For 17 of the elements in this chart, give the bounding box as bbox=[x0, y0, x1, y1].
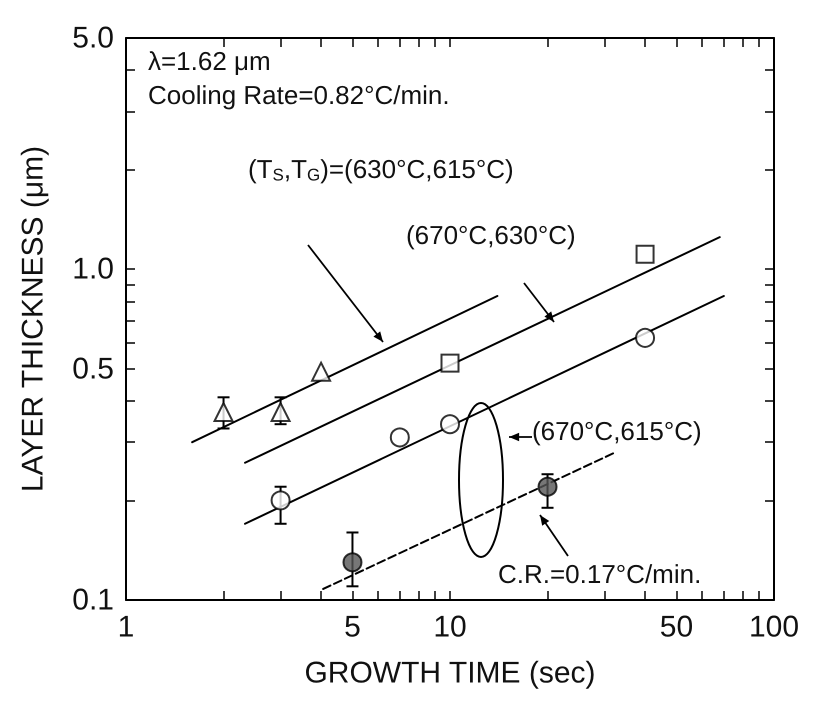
x-axis-title: GROWTH TIME (sec) bbox=[304, 656, 596, 690]
annotation: (TS,TG)=(630°C,615°C) bbox=[248, 154, 514, 184]
annotation: (670°C,615°C) bbox=[532, 416, 702, 446]
y-tick-label: 5.0 bbox=[72, 22, 114, 54]
y-tick-label: 1.0 bbox=[72, 252, 114, 286]
y-tick-label: 0.1 bbox=[72, 584, 114, 616]
y-axis-title: LAYER THICKNESS (μm) bbox=[16, 146, 50, 492]
annotation: (670°C,630°C) bbox=[406, 220, 576, 250]
y-tick-label: 0.5 bbox=[72, 352, 114, 386]
x-tick-label: 5 bbox=[344, 610, 361, 644]
x-tick-label: 10 bbox=[433, 610, 467, 644]
annotation: C.R.=0.17°C/min. bbox=[498, 559, 702, 589]
annotation: λ=1.62 μm bbox=[148, 46, 271, 76]
x-tick-label: 1 bbox=[118, 610, 134, 644]
annotation: Cooling Rate=0.82°C/min. bbox=[148, 80, 450, 110]
x-tick-label: 50 bbox=[660, 610, 694, 644]
x-tick-label: 100 bbox=[748, 610, 800, 644]
